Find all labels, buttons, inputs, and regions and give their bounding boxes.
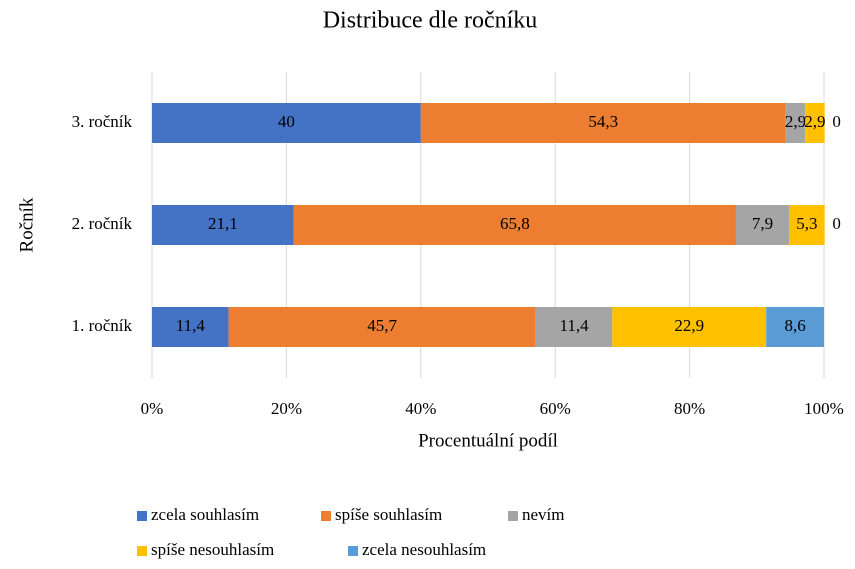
x-tick-label: 20% [271, 399, 302, 418]
data-label: 45,7 [367, 316, 397, 335]
bar-segment [766, 307, 824, 347]
legend-label: zcela nesouhlasím [362, 540, 486, 559]
legend-label: zcela souhlasím [151, 505, 259, 524]
data-label: 5,3 [796, 214, 817, 233]
bar-segment [152, 307, 229, 347]
chart-title: Distribuce dle ročníku [323, 8, 538, 34]
bar-segment [785, 103, 806, 143]
data-label: 22,9 [674, 316, 704, 335]
legend-swatch [321, 511, 331, 521]
data-label: 8,6 [784, 316, 805, 335]
legend-swatch [348, 546, 358, 556]
data-label: 40 [278, 112, 295, 131]
y-axis-label: Ročník [16, 197, 37, 252]
legend-label: nevím [522, 505, 565, 524]
bar-segment [805, 103, 825, 143]
bar-segment [152, 205, 294, 245]
bar-segment [612, 307, 767, 347]
data-label: 65,8 [500, 214, 530, 233]
data-label: 11,4 [176, 316, 206, 335]
x-tick-label: 40% [405, 399, 436, 418]
data-label: 2,9 [804, 112, 825, 131]
y-tick-label: 2. ročník [72, 214, 133, 233]
legend-swatch [137, 546, 147, 556]
legend-swatch [137, 511, 147, 521]
bar-segment [420, 103, 786, 143]
legend-label: spíše nesouhlasím [151, 540, 274, 559]
x-tick-label: 80% [674, 399, 705, 418]
x-axis-label: Procentuální podíl [418, 430, 558, 451]
data-label: 0 [832, 214, 841, 233]
bar-segment [535, 307, 613, 347]
legend-label: spíše souhlasím [335, 505, 442, 524]
data-label: 11,4 [559, 316, 589, 335]
bar-segment [789, 205, 825, 245]
bar-segment [228, 307, 536, 347]
y-tick-label: 1. ročník [72, 316, 133, 335]
bar-segment [735, 205, 790, 245]
bar-segment [293, 205, 736, 245]
x-tick-label: 60% [540, 399, 571, 418]
data-label: 21,1 [208, 214, 238, 233]
bar-segment [152, 103, 421, 143]
data-label: 0 [832, 112, 841, 131]
data-label: 7,9 [752, 214, 773, 233]
y-tick-label: 3. ročník [72, 112, 133, 131]
data-label: 54,3 [588, 112, 618, 131]
data-label: 2,9 [785, 112, 806, 131]
x-tick-label: 100% [804, 399, 844, 418]
legend-swatch [508, 511, 518, 521]
x-tick-label: 0% [141, 399, 164, 418]
